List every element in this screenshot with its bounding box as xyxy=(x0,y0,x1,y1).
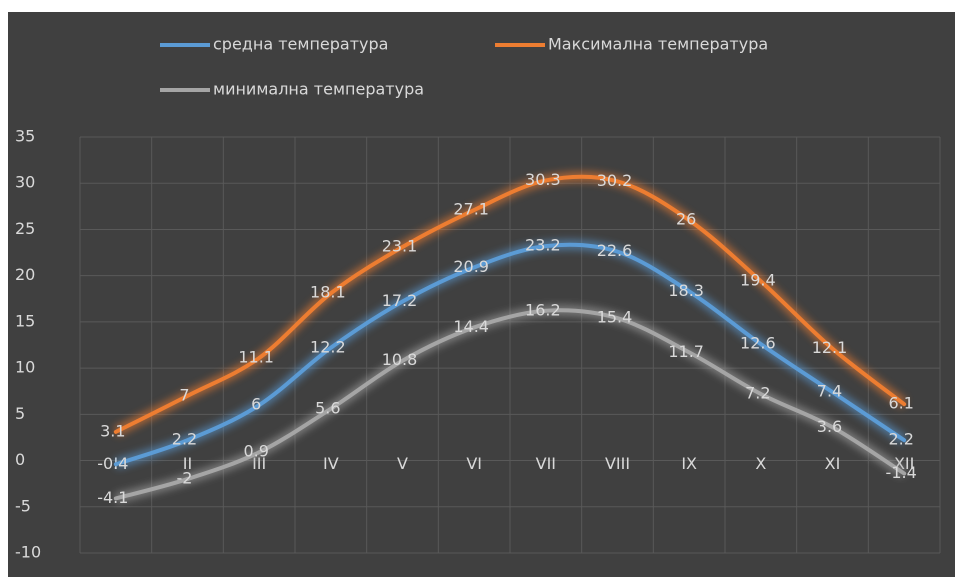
data-label: 3.1 xyxy=(100,421,125,440)
data-label: 7.2 xyxy=(745,383,770,402)
y-tick-label: 15 xyxy=(15,311,35,330)
data-label: 5.6 xyxy=(315,398,340,417)
data-label: 20.9 xyxy=(453,257,489,276)
line xyxy=(113,174,907,434)
data-label: 12.1 xyxy=(812,338,848,357)
legend-label: средна температура xyxy=(213,35,388,54)
x-tick-label: V xyxy=(397,454,408,473)
data-label: -2 xyxy=(177,469,193,488)
line xyxy=(113,242,907,467)
data-label: 22.6 xyxy=(597,241,633,260)
data-label: 7 xyxy=(179,385,189,404)
data-label: 11.1 xyxy=(238,347,274,366)
x-tick-label: XI xyxy=(825,454,841,473)
x-tick-label: IX xyxy=(681,454,697,473)
y-tick-label: -5 xyxy=(15,496,31,515)
data-label: 26 xyxy=(676,210,696,229)
data-label: 11.7 xyxy=(668,342,704,361)
data-label: 14.4 xyxy=(453,317,489,336)
data-label: 19.4 xyxy=(740,271,776,290)
data-label: 30.2 xyxy=(597,171,633,190)
data-label: 6 xyxy=(251,395,261,414)
data-label: 17.2 xyxy=(382,291,418,310)
data-label: 15.4 xyxy=(597,308,633,327)
data-label: 2.2 xyxy=(172,430,197,449)
data-label: -0.4 xyxy=(97,454,128,473)
data-label: 3.6 xyxy=(817,417,842,436)
line xyxy=(113,308,907,501)
data-label: 23.2 xyxy=(525,236,561,255)
data-label: 12.6 xyxy=(740,334,776,353)
data-label: -4.1 xyxy=(97,488,128,507)
y-tick-label: 10 xyxy=(15,358,35,377)
y-tick-label: 35 xyxy=(15,127,35,146)
x-tick-label: VI xyxy=(466,454,482,473)
y-tick-label: 20 xyxy=(15,265,35,284)
data-label: -1.4 xyxy=(886,463,917,482)
y-tick-label: 0 xyxy=(15,450,25,469)
data-label: 7.4 xyxy=(817,382,842,401)
data-label: 2.2 xyxy=(888,430,913,449)
data-label: 16.2 xyxy=(525,300,561,319)
data-label: 30.3 xyxy=(525,170,561,189)
data-label: 18.1 xyxy=(310,283,346,302)
data-label: 12.2 xyxy=(310,337,346,356)
data-label: 23.1 xyxy=(382,237,418,256)
y-tick-label: -10 xyxy=(15,543,41,562)
data-label: 6.1 xyxy=(888,394,913,413)
y-tick-label: 5 xyxy=(15,404,25,423)
x-tick-label: VII xyxy=(536,454,556,473)
data-label: 18.3 xyxy=(668,281,704,300)
x-tick-label: II xyxy=(183,454,192,473)
data-label: 27.1 xyxy=(453,200,489,219)
x-tick-label: VIII xyxy=(605,454,630,473)
legend-label: Максимална температура xyxy=(548,35,768,54)
x-tick-label: IV xyxy=(323,454,339,473)
data-label: 0.9 xyxy=(243,442,268,461)
y-tick-label: 25 xyxy=(15,219,35,238)
data-label: 10.8 xyxy=(382,350,418,369)
x-tick-label: X xyxy=(755,454,766,473)
legend-label: минимална температура xyxy=(213,80,424,99)
y-tick-label: 30 xyxy=(15,173,35,192)
